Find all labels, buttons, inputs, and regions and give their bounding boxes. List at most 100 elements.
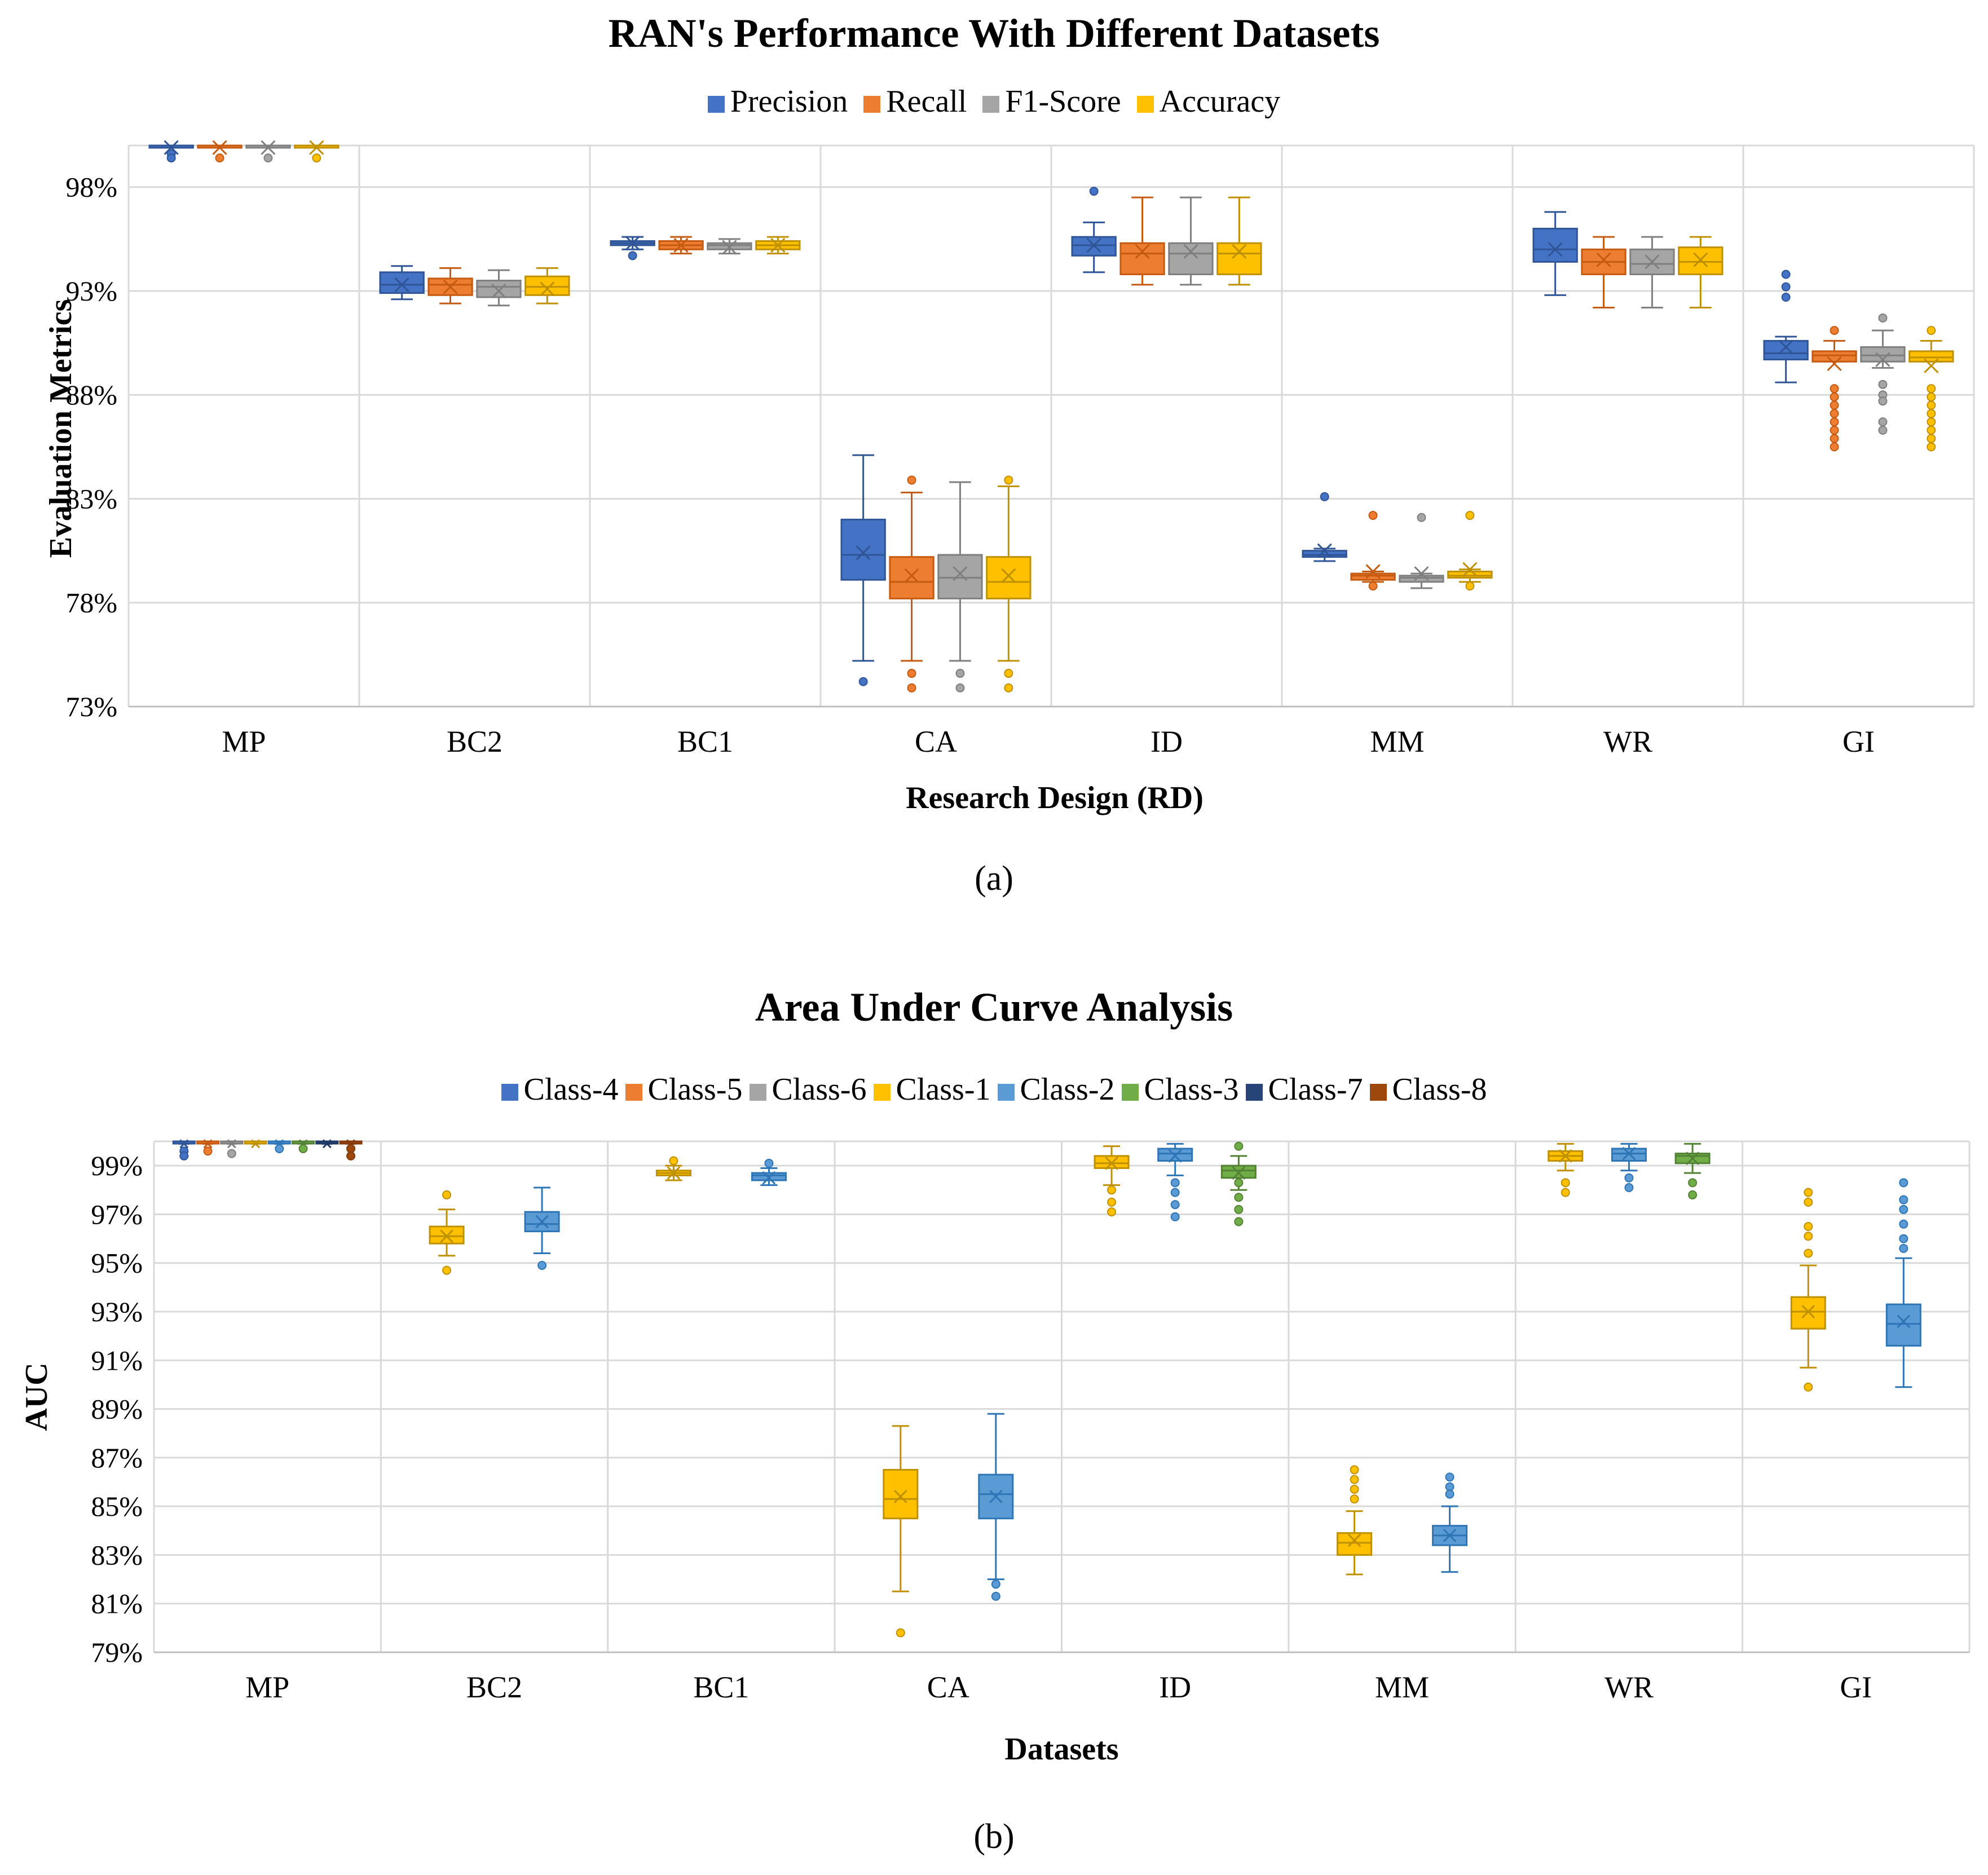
- chart-b-box-wr-class-3-outlier: [1688, 1178, 1698, 1188]
- chart-b-box-mm-class-1-outlier: [1350, 1494, 1359, 1504]
- chart-b-legend-label-class-6: Class-6: [772, 1072, 867, 1107]
- chart-a-legend-item-recall: Recall: [863, 83, 967, 120]
- chart-b-legend-swatch-class-5: [625, 1084, 642, 1101]
- chart-a-y-tick-label: 73%: [65, 691, 117, 722]
- chart-a-x-axis-title: Research Design (RD): [906, 780, 1204, 815]
- chart-a-box-wr-precision-box: [1532, 227, 1578, 263]
- chart-a-box-gi-recall-outlier: [1830, 400, 1839, 410]
- chart-a-box-gi-f1-score-outlier: [1878, 380, 1888, 389]
- chart-b-x-tick-label: ID: [1159, 1670, 1191, 1704]
- chart-b-box-id-class-1-box: [1094, 1155, 1130, 1169]
- chart-b-x-tick-label: BC2: [466, 1670, 522, 1704]
- chart-b-box-wr-class-1-outlier: [1561, 1178, 1570, 1188]
- chart-a-legend-item-f1-score: F1-Score: [982, 83, 1121, 120]
- chart-b-legend-swatch-class-1: [873, 1084, 891, 1101]
- chart-b-x-tick-label: WR: [1604, 1670, 1654, 1704]
- chart-b-box-gi-class-1-outlier: [1804, 1382, 1813, 1392]
- chart-b-y-tick-label: 91%: [91, 1344, 143, 1376]
- chart-a-box-mm-recall-box: [1350, 572, 1396, 581]
- chart-a-x-tick-label: GI: [1842, 725, 1875, 758]
- chart-b-box-mp-class-8-outlier: [346, 1151, 356, 1161]
- chart-b-box-id-class-2-outlier: [1170, 1212, 1180, 1221]
- chart-b-legend-label-class-1: Class-1: [896, 1072, 991, 1107]
- chart-a-box-gi-accuracy-mean-marker: [1924, 358, 1939, 373]
- chart-b-box-id-class-3-mean-marker: [1232, 1166, 1246, 1180]
- chart-a-box-mp-recall-mean-marker: [212, 140, 227, 155]
- chart-a-box-mp-precision-outlier: [166, 153, 176, 163]
- chart-a-box-bc2-precision-box: [379, 271, 425, 294]
- chart-a-box-mm-accuracy-box: [1447, 570, 1493, 579]
- chart-b-y-tick-label: 99%: [91, 1150, 143, 1181]
- chart-b-box-mm-class-2-outlier: [1445, 1482, 1454, 1492]
- chart-a-box-gi-recall-outlier: [1830, 425, 1839, 435]
- chart-b-box-wr-class-2-outlier: [1624, 1173, 1634, 1183]
- chart-b-box-wr-class-2-box: [1611, 1148, 1647, 1162]
- chart-a-box-ca-recall-box: [889, 556, 935, 599]
- chart-a-legend-label-accuracy: Accuracy: [1159, 84, 1281, 119]
- chart-b-box-ca-class-2-mean-marker: [989, 1490, 1003, 1503]
- chart-a-box-mp-accuracy-outlier: [312, 153, 321, 163]
- chart-b-box-ca-class-2-outlier: [991, 1580, 1000, 1589]
- chart-a-box-gi-recall-outlier: [1830, 434, 1839, 443]
- chart-b-legend-swatch-class-6: [749, 1084, 766, 1101]
- chart-b-box-mp-class-5-mean-marker: [203, 1139, 213, 1149]
- chart-a-box-gi-recall-outlier: [1830, 409, 1839, 418]
- chart-a-box-ca-precision-outlier: [858, 677, 868, 686]
- chart-a-x-tick-label: WR: [1603, 725, 1652, 758]
- chart-b-box-gi-class-2-mean-marker: [1897, 1314, 1911, 1329]
- chart-a-box-bc1-precision-mean-marker: [625, 236, 640, 251]
- chart-b-box-bc1-class-2-box: [751, 1172, 787, 1181]
- chart-a-box-ca-accuracy-mean-marker: [1001, 568, 1016, 583]
- chart-b-x-tick-label: MP: [245, 1670, 289, 1704]
- chart-b-box-mp-class-5-outlier: [203, 1146, 213, 1156]
- chart-b-box-mm-class-2-outlier: [1445, 1472, 1454, 1482]
- chart-a-y-tick-label: 83%: [65, 483, 117, 514]
- chart-b-y-axis-title: AUC: [19, 1362, 54, 1431]
- chart-a-box-gi-f1-score-outlier: [1878, 425, 1888, 435]
- chart-b-y-tick-label: 95%: [91, 1247, 143, 1279]
- chart-a-box-bc2-f1-score-mean-marker: [491, 283, 506, 299]
- chart-b-x-tick-label: MM: [1375, 1670, 1429, 1704]
- chart-b-box-gi-class-1-mean-marker: [1801, 1305, 1815, 1318]
- chart-a-box-id-recall-mean-marker: [1135, 244, 1150, 259]
- chart-b-box-mm-class-1-outlier: [1350, 1465, 1359, 1475]
- chart-a-legend-swatch-recall: [863, 96, 881, 113]
- chart-a-box-id-precision-mean-marker: [1086, 237, 1101, 253]
- chart-a-legend-swatch-precision: [707, 96, 725, 113]
- chart-a-box-gi-f1-score-outlier: [1878, 396, 1888, 406]
- chart-a-box-mp-accuracy-mean-marker: [309, 140, 324, 155]
- chart-a-box-mm-recall-outlier: [1368, 510, 1378, 520]
- chart-b-box-gi-class-1-outlier: [1804, 1248, 1813, 1258]
- chart-a-plot: 73% 78% 83% 88% 93% 98% MP BC2 BC1 CA ID MM WR GI: [65, 140, 1975, 758]
- chart-b-box-bc2-class-1-outlier: [442, 1265, 452, 1275]
- chart-a-legend-item-precision: Precision: [707, 83, 848, 120]
- chart-a-box-gi-precision-outlier: [1781, 270, 1791, 279]
- chart-a-box-bc1-recall-mean-marker: [673, 237, 689, 253]
- chart-b-legend-item-class-4: Class-4: [501, 1071, 619, 1108]
- chart-b-box-mm-class-1-outlier: [1350, 1475, 1359, 1484]
- chart-a-box-bc2-accuracy-box: [524, 275, 570, 296]
- chart-a-box-wr-f1-score-mean-marker: [1645, 254, 1660, 270]
- chart-a-legend-item-accuracy: Accuracy: [1136, 83, 1281, 120]
- chart-a-box-ca-accuracy-outlier: [1004, 475, 1013, 485]
- chart-b-plot: 79% 81% 83% 85% 87% 89% 91% 93% 95% 97% 99% MP BC2 BC…: [91, 1139, 1971, 1704]
- chart-a-box-gi-accuracy-outlier: [1927, 400, 1936, 410]
- chart-b-box-bc2-class-1-outlier: [442, 1190, 452, 1199]
- chart-b-box-id-class-2-outlier: [1170, 1188, 1180, 1197]
- chart-a-box-id-f1-score-mean-marker: [1183, 244, 1198, 259]
- chart-b-box-id-class-2-outlier: [1170, 1178, 1180, 1188]
- chart-b-box-id-class-2-mean-marker: [1168, 1149, 1182, 1163]
- chart-b-legend-item-class-3: Class-3: [1121, 1071, 1239, 1108]
- chart-b-legend-label-class-7: Class-7: [1268, 1072, 1363, 1107]
- chart-a-box-gi-f1-score-outlier: [1878, 313, 1888, 323]
- chart-b-box-mp-class-3-outlier: [298, 1144, 308, 1153]
- chart-b-legend-item-class-1: Class-1: [873, 1071, 991, 1108]
- chart-a-box-gi-precision-outlier: [1781, 282, 1791, 292]
- chart-b-box-gi-class-1-outlier: [1804, 1222, 1813, 1231]
- chart-b-legend-label-class-8: Class-8: [1392, 1072, 1487, 1107]
- chart-a-box-id-recall-box: [1119, 242, 1165, 275]
- chart-a-x-tick-label: MM: [1370, 725, 1424, 758]
- chart-a-box-gi-accuracy-outlier: [1927, 384, 1936, 394]
- chart-b-box-bc2-class-1-box: [429, 1225, 465, 1245]
- chart-b-legend-item-class-8: Class-8: [1369, 1071, 1487, 1108]
